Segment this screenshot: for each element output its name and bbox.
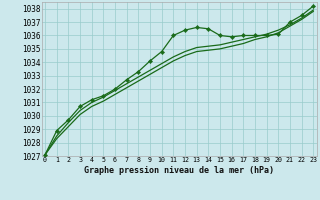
X-axis label: Graphe pression niveau de la mer (hPa): Graphe pression niveau de la mer (hPa) <box>84 166 274 175</box>
